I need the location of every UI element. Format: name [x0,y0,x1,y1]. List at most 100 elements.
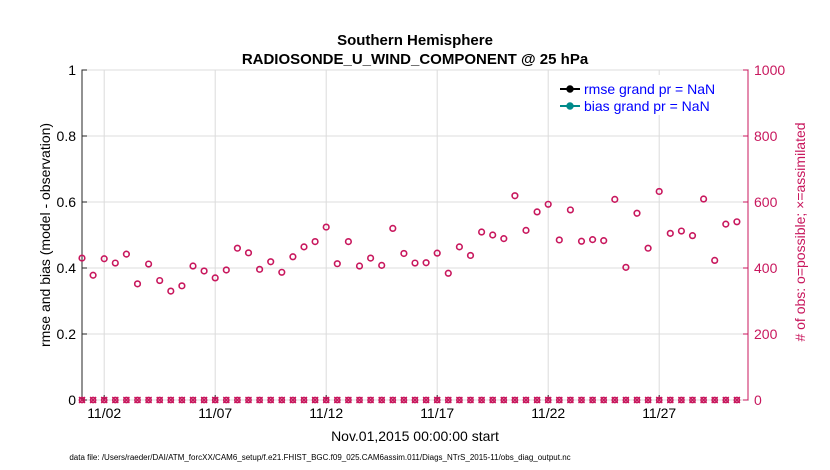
possible-zero-marker [522,396,530,404]
possible-zero-marker [256,396,263,404]
possible-zero-marker [444,396,452,404]
assimilated-marker [566,396,574,404]
assimilated-marker [677,396,685,404]
possible-obs-marker [189,262,197,270]
assimilated-marker [644,396,652,404]
possible-zero-marker [167,396,175,404]
possible-obs-marker [289,253,297,261]
possible-obs-marker [455,243,464,251]
possible-zero-marker [356,396,363,404]
possible-zero-marker [344,396,352,404]
right-tick-label: 800 [754,128,778,144]
possible-zero-marker [644,396,652,404]
x-axis-label: Nov.01,2015 00:00:00 start [331,428,499,444]
possible-obs-marker [178,282,186,290]
assimilated-marker [444,396,452,404]
y-tick-label: 0.2 [57,326,77,342]
possible-zero-marker [622,396,630,404]
possible-zero-marker [567,396,574,404]
possible-zero-marker [666,396,674,404]
possible-obs-marker [555,236,563,244]
possible-obs-marker [622,263,630,271]
x-tick-label: 11/17 [420,405,454,421]
assimilated-marker [422,396,430,404]
possible-obs-marker [655,187,663,196]
possible-obs-marker [389,224,397,232]
assimilated-marker [189,396,197,404]
possible-obs-marker [311,238,319,246]
y-tick-label: 1 [68,62,76,78]
possible-zero-marker [322,396,330,404]
assimilated-marker [245,396,252,404]
possible-zero-marker [189,396,197,404]
possible-obs-marker [367,254,375,262]
assimilated-marker [222,396,230,404]
possible-zero-marker [178,396,186,404]
possible-zero-marker [655,396,663,404]
possible-obs-marker [688,232,697,240]
possible-obs-marker [633,209,641,217]
assimilated-marker [467,396,474,404]
possible-zero-marker [311,396,319,404]
possible-zero-marker [111,396,119,404]
possible-zero-marker [689,396,696,404]
possible-zero-marker [378,396,386,404]
assimilated-marker [356,396,363,404]
possible-zero-marker [289,396,297,404]
possible-zero-marker [78,396,86,404]
possible-zero-marker [711,396,719,404]
possible-obs-marker [566,206,575,214]
possible-zero-marker [411,396,419,404]
assimilated-marker [256,396,264,404]
possible-obs-marker [522,226,530,234]
legend-bias-marker [566,102,574,110]
assimilated-marker [700,396,708,404]
legend-box [556,75,742,115]
possible-zero-marker [134,396,141,404]
possible-obs-marker [400,249,408,258]
possible-obs-marker [278,268,286,276]
possible-obs-marker [344,238,353,246]
assimilated-marker [145,396,153,404]
possible-obs-marker [444,269,452,277]
legend-rmse-marker [566,85,574,93]
assimilated-marker [156,396,164,404]
y-tick-label: 0.6 [57,194,77,210]
possible-zero-marker [333,396,341,404]
possible-obs-marker [244,249,253,257]
possible-zero-marker [511,396,519,404]
possible-zero-marker [123,396,130,404]
possible-obs-marker [466,251,475,260]
possible-obs-marker [200,267,208,275]
possible-obs-marker [111,259,119,267]
possible-obs-marker [411,259,419,267]
possible-zero-marker [245,396,252,404]
possible-zero-marker [200,396,208,404]
possible-obs-marker [167,287,175,295]
assimilated-marker [300,396,308,404]
possible-zero-marker [433,396,441,404]
assimilated-marker [178,396,186,404]
assimilated-marker [555,396,563,404]
right-tick-label: 400 [754,260,778,276]
possible-obs-marker [333,260,341,268]
possible-obs-marker [478,228,486,236]
possible-zero-marker [733,396,741,404]
possible-zero-marker [100,396,108,404]
assimilated-marker [322,396,330,404]
possible-obs-marker [722,220,730,228]
assimilated-marker [200,396,208,404]
possible-zero-marker [478,396,485,404]
possible-zero-marker [611,396,619,404]
assimilated-marker [134,396,141,404]
y-axis-label: rmse and bias (model - observation) [37,123,53,347]
possible-obs-marker [145,260,153,268]
possible-obs-marker [156,276,164,285]
possible-obs-marker [577,237,586,245]
possible-zero-marker [600,396,608,404]
legend-bias-label: bias grand pr = NaN [584,98,710,114]
possible-zero-marker [278,396,286,404]
possible-obs-marker [422,259,430,267]
possible-zero-marker [267,396,275,404]
